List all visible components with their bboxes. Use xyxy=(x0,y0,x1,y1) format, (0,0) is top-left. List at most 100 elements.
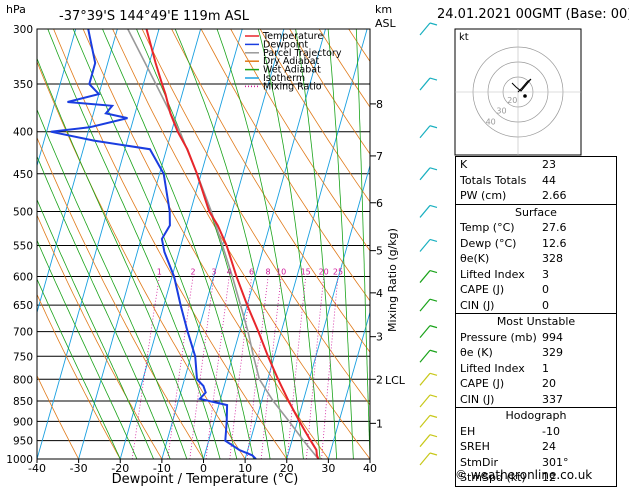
row-label: CAPE (J) xyxy=(460,377,505,390)
table-row: Pressure (mb) 994 xyxy=(456,330,616,346)
isotherm-line xyxy=(244,29,368,459)
isotherm-line xyxy=(37,29,77,168)
surface-rows: Temp (°C) 27.6 Dewp (°C) 12.6 θe(K) 328 Lifted… xyxy=(456,220,616,313)
isotherm-line xyxy=(161,29,285,459)
wind-barb-flag xyxy=(429,269,438,274)
legend-entry: Temperature xyxy=(262,31,323,42)
hodograph-unit-label: kt xyxy=(459,32,469,43)
mixing-ratio-label: 10 xyxy=(276,268,286,277)
table-row: Temp (°C) 27.6 xyxy=(456,220,616,236)
dry-adiabat-line xyxy=(259,29,370,203)
wind-barb xyxy=(419,298,431,312)
table-row: CAPE (J) 20 xyxy=(456,376,616,392)
pressure-tick-label: 550 xyxy=(13,240,33,252)
row-label: StmDir xyxy=(460,455,499,469)
table-row: StmSpd (kt) 12 xyxy=(456,470,616,486)
wind-barb xyxy=(419,325,431,338)
height-unit-label: km xyxy=(375,3,392,16)
wet-adiabat-line xyxy=(295,29,338,459)
km-tick-label: 3 xyxy=(376,331,383,344)
isotherm-line xyxy=(286,163,370,459)
wet-adiabat-line xyxy=(174,29,288,459)
pressure-tick-label: 950 xyxy=(13,436,33,448)
row-label: CAPE (J) xyxy=(460,283,505,296)
mixing-ratio-label: 6 xyxy=(249,268,254,277)
k-index-value: 23 xyxy=(542,158,556,171)
wind-barb-flag xyxy=(429,167,438,171)
wind-barb-flag xyxy=(429,434,438,438)
wet-adiabat-line xyxy=(355,29,370,459)
dry-adiabat-line xyxy=(230,29,370,252)
hodograph-rows: EH -10 SREH 24 StmDir 301° StmSpd (kt) 12 xyxy=(456,424,616,486)
km-tick-label: 4 xyxy=(376,287,383,300)
dry-adiabat-line xyxy=(171,29,370,353)
dewpoint-profile xyxy=(50,29,257,459)
table-row: Dewp (°C) 12.6 xyxy=(456,236,616,252)
wet-adiabat-line xyxy=(37,155,171,459)
pressure-tick-label: 350 xyxy=(13,79,33,91)
table-row: Lifted Index 1 xyxy=(456,361,616,377)
table-row: Lifted Index 3 xyxy=(456,267,616,283)
dry-adiabat-line xyxy=(37,374,79,459)
table-row: CIN (J) 337 xyxy=(456,392,616,408)
wind-barb-flag xyxy=(429,372,438,376)
row-label: θe(K) xyxy=(460,252,490,265)
wind-barb xyxy=(419,349,431,363)
pressure-tick-label: 800 xyxy=(13,374,33,386)
isotherm-line xyxy=(203,29,326,459)
mixing-ratio-label: 25 xyxy=(333,268,343,277)
dry-adiabat-line xyxy=(200,29,370,302)
row-label: EH xyxy=(460,424,476,438)
indices-panel: K 23 Totals Totals 44 PW (cm) 2.66 Surface … xyxy=(455,156,617,487)
pressure-tick-label: 450 xyxy=(13,169,33,181)
row-value: 337 xyxy=(542,392,563,406)
wind-barb-flag xyxy=(429,77,438,81)
wind-barb-flag xyxy=(429,325,438,329)
wind-barb xyxy=(419,77,431,91)
most-unstable-rows: Pressure (mb) 994 θe (K) 329 Lifted Index 1 CA… xyxy=(456,330,616,408)
dry-adiabat-line xyxy=(141,29,370,406)
x-tick-label: -10 xyxy=(153,462,171,475)
wind-barb xyxy=(419,22,431,36)
temperature-profile xyxy=(145,29,320,459)
lcl-label: LCL xyxy=(385,374,406,387)
row-label: Pressure (mb) xyxy=(460,330,537,344)
row-value: 994 xyxy=(542,330,563,344)
credit-footer: © weatheronline.co.uk xyxy=(455,468,593,482)
mixing-ratio-label: 1 xyxy=(157,268,162,277)
hodograph-section-title: Hodograph xyxy=(456,407,616,424)
row-label: Temp (°C) xyxy=(460,221,515,234)
dry-adiabat-line xyxy=(37,293,121,459)
wind-barb-flag xyxy=(429,238,438,243)
dry-adiabat-line xyxy=(112,29,370,459)
row-value: 24 xyxy=(542,440,556,453)
x-tick-label: 0 xyxy=(200,462,207,475)
wind-barbs xyxy=(419,22,438,466)
row-value: 0 xyxy=(542,298,549,312)
legend-entry: Dry Adiabat xyxy=(263,56,320,67)
mixing-ratio-line xyxy=(321,276,339,459)
x-tick-label: -30 xyxy=(70,462,88,475)
table-row: CAPE (J) 0 xyxy=(456,282,616,298)
storm-motion-marker xyxy=(523,94,527,98)
pressure-tick-label: 500 xyxy=(13,206,33,218)
x-tick-label: 40 xyxy=(363,462,377,475)
legend-entry: Isotherm xyxy=(263,73,305,84)
mixing-ratio-line xyxy=(131,276,160,459)
isotherm-line xyxy=(37,29,160,459)
most-unstable-section-title: Most Unstable xyxy=(456,313,616,330)
x-tick-label: 20 xyxy=(280,462,294,475)
table-row: StmDir 301° xyxy=(456,455,616,471)
wet-adiabat-line xyxy=(216,29,304,459)
row-label: Lifted Index xyxy=(460,361,525,375)
pressure-tick-label: 700 xyxy=(13,327,33,339)
wind-barb-flag xyxy=(429,394,438,398)
dry-adiabat-line xyxy=(37,214,163,459)
mixing-ratio-label: 2 xyxy=(190,268,195,277)
legend-entry: Mixing Ratio xyxy=(263,81,322,92)
wind-barb-flag xyxy=(429,414,438,418)
wet-adiabat-line xyxy=(72,29,238,459)
wet-adiabat-line xyxy=(37,57,204,459)
